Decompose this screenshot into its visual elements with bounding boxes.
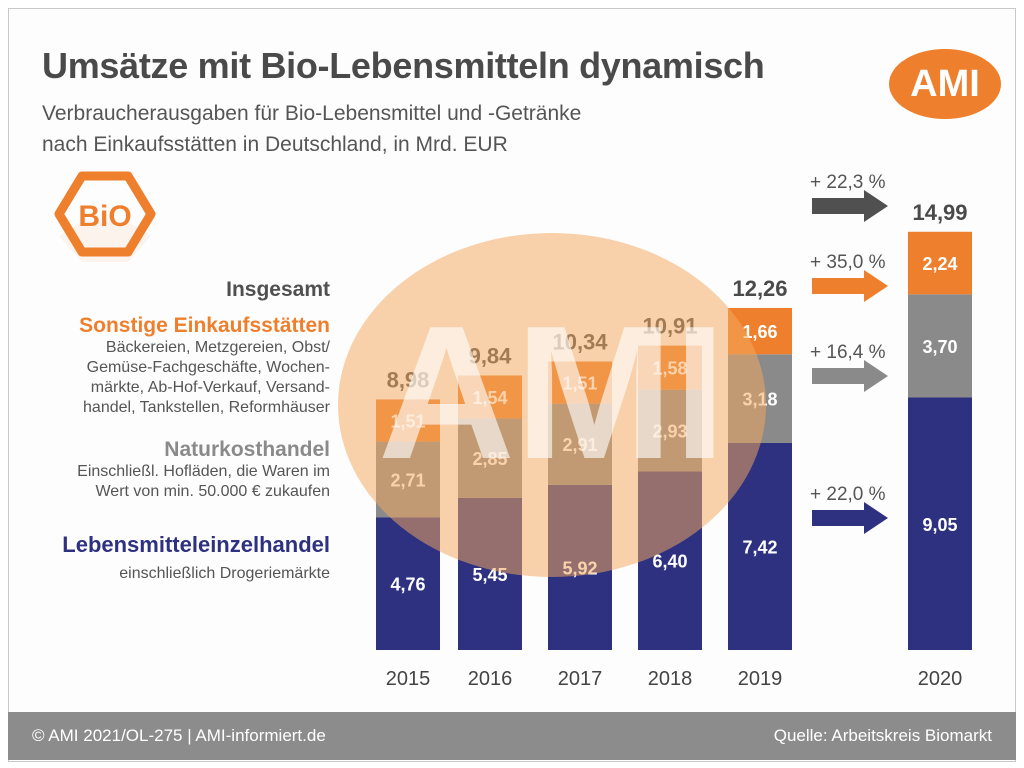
bar-value-label: 6,40 [652,552,687,572]
x-tick-label-2016: 2016 [468,668,513,690]
watermark: AMI [338,233,766,577]
footer-copyright: © AMI 2021/OL-275 | AMI-informiert.de [32,726,326,745]
legend-sonstige-desc-2: Gemüse-Fachgeschäfte, Wochen- [86,359,330,376]
change-label: + 16,4 % [810,342,886,363]
footer-source: Quelle: Arbeitskreis Biomarkt [773,726,992,745]
change-arrows-layer: + 22,3 % + 35,0 % + 16,4 % + 22,0 % [810,172,888,534]
change-arrow-2: + 16,4 % [810,342,888,392]
stacked-bar-chart: BiO 4,762,711,518,9820155,452,851,549,84… [54,171,972,690]
bar-value-label: 7,42 [742,537,777,557]
legend-sonstige-desc-3: märkte, Ab-Hof-Verkauf, Versand- [90,379,330,396]
bar-value-label: 1,66 [742,322,777,342]
legend-naturkost-desc-2: Wert von min. 50.000 € zukaufen [95,483,330,500]
x-tick-label-2019: 2019 [738,668,783,690]
arrow-shape [812,190,888,222]
legend-lebensmittel-label: Lebensmitteleinzelhandel [62,532,330,557]
bar-2020-series-1 [908,294,972,398]
ami-logo: AMI [889,49,1001,119]
arrow-shape [812,270,888,302]
legend-naturkost-label: Naturkosthandel [164,438,330,461]
subtitle-line-2: nach Einkaufsstätten in Deutschland, in … [42,133,508,156]
arrow-shape [812,502,888,534]
bar-value-label: 2,24 [922,254,957,274]
change-arrow-3: + 22,0 % [810,484,888,534]
bio-badge-text: BiO [78,200,131,233]
bar-2020-series-0 [908,397,972,650]
subtitle-line-1: Verbraucherausgaben für Bio-Lebensmittel… [42,102,582,125]
change-label: + 35,0 % [810,252,886,273]
bar-value-label: 4,76 [390,575,425,595]
x-tick-label-2015: 2015 [386,668,431,690]
bar-value-label: 9,05 [922,515,957,535]
bar-2020-series-2 [908,231,972,295]
change-arrow-0: + 22,3 % [810,172,888,222]
change-arrow-1: + 35,0 % [810,252,888,302]
total-label-2020: 14,99 [912,200,967,225]
total-label-2019: 12,26 [732,276,787,301]
change-label: + 22,3 % [810,172,886,193]
bio-badge-icon: BiO [54,171,156,262]
arrow-shape [812,360,888,392]
x-tick-label-2018: 2018 [648,668,693,690]
footer-bar: © AMI 2021/OL-275 | AMI-informiert.de Qu… [8,712,1016,760]
bar-value-label: 3,70 [922,337,957,357]
legend-sonstige-desc-1: Bäckereien, Metzgereien, Obst/ [105,339,330,356]
x-tick-label-2017: 2017 [558,668,603,690]
legend-sonstige-desc-4: handel, Tankstellen, Reformhäuser [83,399,330,416]
legend-total-label: Insgesamt [226,278,330,301]
watermark-text: AMI [378,287,726,499]
change-label: + 22,0 % [810,484,886,505]
legend-sonstige-label: Sonstige Einkaufsstätten [79,314,330,337]
legend-lebensmittel-desc-1: einschließlich Drogeriemärkte [119,565,330,582]
page-title: Umsätze mit Bio-Lebensmitteln dynamisch [42,45,765,86]
legend-naturkost-desc-1: Einschließl. Hofläden, die Waren im [77,463,330,480]
x-tick-label-2020: 2020 [918,668,963,690]
